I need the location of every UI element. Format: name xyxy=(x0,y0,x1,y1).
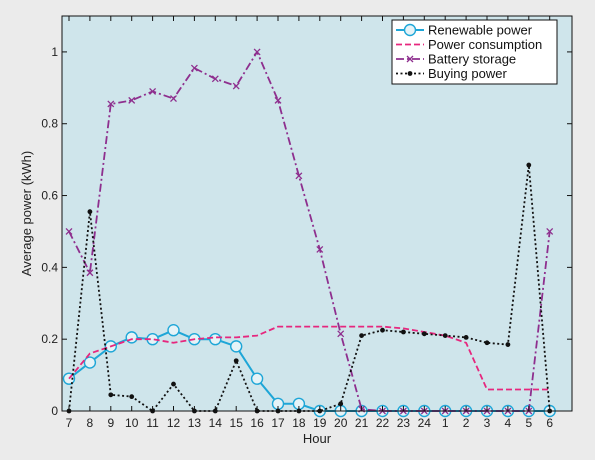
data-point xyxy=(87,209,93,215)
data-point xyxy=(170,95,177,103)
legend-item: Renewable power xyxy=(396,23,533,38)
data-point xyxy=(108,392,114,398)
series-power-consumption xyxy=(68,325,550,391)
data-point xyxy=(232,82,240,90)
data-point xyxy=(295,172,303,180)
data-point xyxy=(233,358,239,364)
data-point xyxy=(546,227,554,235)
x-tick-label: 9 xyxy=(107,416,114,430)
data-point xyxy=(401,329,406,335)
data-point xyxy=(442,333,448,338)
x-tick-label: 19 xyxy=(313,416,327,430)
y-axis-title: Average power (kWh) xyxy=(19,151,34,276)
axis-layer: 7 8 9 10 11 12 13 14 15 16 17 18 19 20 21 22 23 24 1 2 3 4 5 60… xyxy=(41,16,572,430)
x-tick-label: 7 xyxy=(66,416,73,430)
data-point xyxy=(250,372,264,385)
legend-item: Buying power xyxy=(396,66,507,81)
x-axis-title: Hour xyxy=(303,431,332,446)
y-tick-label: 0.2 xyxy=(41,332,58,346)
data-point xyxy=(380,327,385,333)
data-point xyxy=(526,162,532,168)
series-line xyxy=(68,325,550,391)
data-point xyxy=(83,356,97,369)
x-tick-label: 5 xyxy=(525,416,532,430)
legend-label: Battery storage xyxy=(428,52,516,67)
y-tick-label: 1 xyxy=(51,45,58,59)
x-tick-label: 15 xyxy=(230,416,244,430)
data-point xyxy=(406,55,414,63)
y-tick-label: 0.4 xyxy=(41,260,58,274)
x-tick-label: 1 xyxy=(442,416,449,430)
data-point xyxy=(229,340,243,353)
plot-frame xyxy=(61,15,573,412)
data-point xyxy=(316,245,324,253)
x-tick-label: 18 xyxy=(292,416,306,430)
data-point xyxy=(107,100,115,108)
data-point xyxy=(211,75,219,83)
x-tick-label: 12 xyxy=(167,416,181,430)
data-point xyxy=(253,48,261,56)
data-point xyxy=(129,394,135,400)
x-tick-label: 20 xyxy=(334,416,348,430)
legend-item: Power consumption xyxy=(396,37,542,52)
data-point xyxy=(171,381,176,387)
x-tick-label: 13 xyxy=(188,416,202,430)
x-tick-label: 23 xyxy=(397,416,411,430)
data-point xyxy=(407,71,413,76)
data-point xyxy=(190,64,198,72)
x-tick-label: 21 xyxy=(355,416,369,430)
data-point xyxy=(86,269,94,277)
data-point xyxy=(167,324,180,337)
x-tick-label: 4 xyxy=(505,416,512,430)
legend-label: Power consumption xyxy=(428,37,542,52)
legend-label: Renewable power xyxy=(428,23,533,38)
legend-label: Buying power xyxy=(428,66,507,81)
x-tick-label: 17 xyxy=(271,416,285,430)
data-point xyxy=(65,227,73,235)
data-point xyxy=(338,401,344,407)
data-point xyxy=(274,96,282,104)
legend-item: Battery storage xyxy=(396,52,516,67)
x-tick-label: 11 xyxy=(146,416,159,430)
data-point xyxy=(505,342,511,347)
y-tick-label: 0.6 xyxy=(41,189,58,203)
data-point xyxy=(149,87,157,95)
data-point xyxy=(337,330,345,338)
data-point xyxy=(359,333,364,338)
x-tick-label: 2 xyxy=(463,416,470,430)
data-point xyxy=(128,96,136,104)
y-tick-label: 0.8 xyxy=(41,117,58,131)
data-point xyxy=(403,23,417,37)
x-tick-label: 24 xyxy=(418,416,432,430)
x-tick-label: 16 xyxy=(250,416,264,430)
data-point xyxy=(421,331,427,337)
data-point xyxy=(209,332,222,346)
x-tick-label: 10 xyxy=(125,416,139,430)
data-point xyxy=(463,334,469,340)
x-tick-label: 6 xyxy=(546,416,553,430)
x-tick-label: 22 xyxy=(376,416,390,430)
x-tick-label: 3 xyxy=(484,416,491,430)
data-point xyxy=(484,340,490,346)
x-tick-label: 8 xyxy=(87,416,94,430)
y-tick-label: 0 xyxy=(51,404,58,418)
x-tick-label: 14 xyxy=(209,416,223,430)
